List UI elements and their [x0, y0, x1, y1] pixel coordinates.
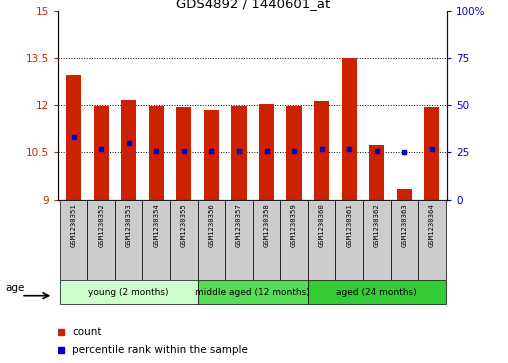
Bar [204, 110, 219, 200]
Bar [60, 200, 87, 280]
Bar [231, 106, 246, 200]
Text: GSM1230359: GSM1230359 [291, 203, 297, 246]
Bar [424, 107, 439, 200]
Bar [314, 102, 329, 200]
Text: aged (24 months): aged (24 months) [336, 288, 417, 297]
Text: GSM1230358: GSM1230358 [264, 203, 270, 246]
Bar [397, 189, 412, 200]
Text: GSM1230364: GSM1230364 [429, 203, 435, 246]
Bar [198, 200, 225, 280]
Bar [287, 106, 302, 200]
Bar [225, 200, 253, 280]
Bar [170, 200, 198, 280]
Bar [176, 107, 192, 200]
Text: GSM1230352: GSM1230352 [98, 203, 104, 246]
Text: young (2 months): young (2 months) [88, 288, 169, 297]
Text: count: count [72, 327, 102, 337]
Bar [363, 200, 391, 280]
Bar [391, 200, 418, 280]
Text: GSM1230351: GSM1230351 [71, 203, 77, 246]
Bar [60, 280, 198, 305]
Text: GSM1230355: GSM1230355 [181, 203, 187, 246]
Bar [87, 200, 115, 280]
Bar [308, 200, 335, 280]
Bar [142, 200, 170, 280]
Text: percentile rank within the sample: percentile rank within the sample [72, 345, 248, 355]
Text: GSM1230362: GSM1230362 [374, 203, 380, 246]
Bar [341, 58, 357, 200]
Text: GSM1230363: GSM1230363 [401, 203, 407, 246]
Title: GDS4892 / 1440601_at: GDS4892 / 1440601_at [176, 0, 330, 10]
Bar [335, 200, 363, 280]
Bar [93, 106, 109, 200]
Text: age: age [5, 283, 24, 293]
Bar [418, 200, 446, 280]
Bar [280, 200, 308, 280]
Text: GSM1230356: GSM1230356 [208, 203, 214, 246]
Bar [308, 280, 446, 305]
Text: GSM1230361: GSM1230361 [346, 203, 352, 246]
Bar [115, 200, 142, 280]
Bar [253, 200, 280, 280]
Bar [369, 144, 385, 200]
Bar [66, 76, 81, 200]
Text: GSM1230360: GSM1230360 [319, 203, 325, 246]
Bar [121, 99, 136, 200]
Text: GSM1230357: GSM1230357 [236, 203, 242, 246]
Bar [259, 104, 274, 200]
Bar [149, 106, 164, 200]
Text: GSM1230353: GSM1230353 [125, 203, 132, 246]
Bar [198, 280, 308, 305]
Text: GSM1230354: GSM1230354 [153, 203, 160, 246]
Text: middle aged (12 months): middle aged (12 months) [196, 288, 310, 297]
